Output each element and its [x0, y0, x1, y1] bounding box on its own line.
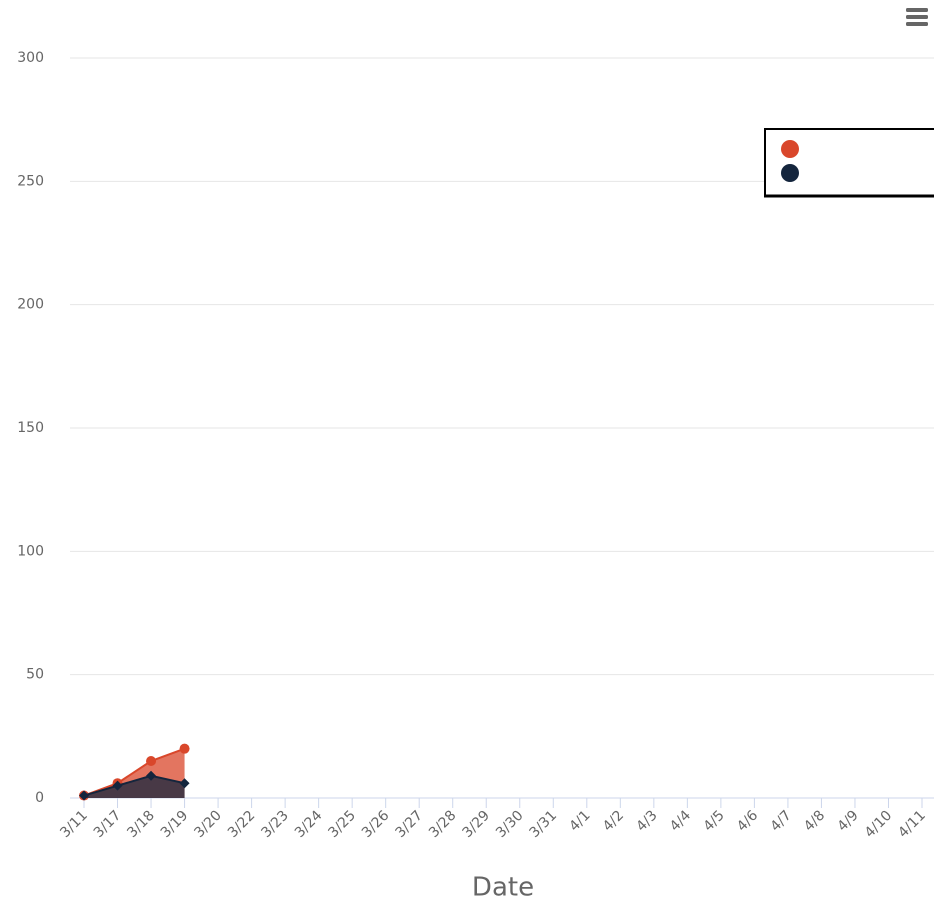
- x-tick-label: 4/3: [633, 808, 660, 835]
- y-tick-label: 300: [17, 50, 44, 66]
- menu-icon-bar: [906, 22, 928, 26]
- legend-symbol: [781, 140, 799, 158]
- legend-box: [764, 128, 934, 197]
- y-tick-label: 100: [17, 543, 44, 559]
- legend: [764, 128, 934, 198]
- y-tick-label: 200: [17, 297, 44, 313]
- x-tick-label: 4/4: [667, 807, 694, 834]
- menu-button[interactable]: [906, 8, 928, 26]
- x-tick-label: 4/6: [734, 807, 761, 834]
- x-tick-label: 3/18: [124, 808, 158, 842]
- x-tick-label: 3/24: [292, 807, 326, 841]
- series-line: [83, 747, 185, 797]
- x-tick-label: 3/30: [493, 808, 527, 842]
- point-marker: [146, 756, 157, 766]
- y-tick-label: 50: [26, 667, 44, 683]
- area-fill: [84, 775, 185, 798]
- x-tick-label: 3/31: [527, 808, 561, 842]
- x-tick-label: 3/11: [57, 808, 91, 842]
- x-tick-label: 4/1: [566, 808, 593, 835]
- x-axis-title: Date: [472, 873, 534, 903]
- point-marker: [179, 778, 190, 789]
- menu-icon-bar: [906, 8, 928, 12]
- point-marker: [179, 743, 190, 754]
- x-tick-label: 3/20: [191, 808, 225, 842]
- point-marker: [112, 780, 123, 791]
- x-tick-label: 4/9: [835, 808, 862, 835]
- x-tick-label: 4/7: [768, 808, 795, 835]
- x-tick-label: 3/26: [359, 807, 393, 841]
- y-tick-label: 250: [17, 173, 44, 189]
- point-marker: [79, 790, 89, 801]
- x-tick-label: 3/27: [392, 808, 426, 842]
- y-tick-label: 150: [17, 420, 44, 436]
- x-tick-label: 4/11: [895, 808, 929, 842]
- x-tick-label: 3/23: [258, 808, 292, 842]
- x-tick-label: 3/29: [460, 808, 494, 842]
- legend-symbol: [781, 164, 799, 182]
- series-line: [83, 774, 185, 797]
- point-marker: [146, 770, 157, 781]
- x-tick-label: 4/8: [801, 808, 828, 835]
- x-tick-label: 3/25: [325, 808, 359, 842]
- x-tick-label: 4/2: [600, 808, 627, 835]
- x-tick-label: 3/19: [158, 808, 192, 842]
- x-tick-label: 3/22: [225, 808, 259, 842]
- x-tick-label: 3/28: [426, 808, 460, 842]
- x-tick-label: 3/17: [91, 808, 125, 842]
- x-tick-label: 4/10: [862, 808, 896, 842]
- x-tick-label: 4/5: [700, 808, 727, 835]
- y-tick-label: 0: [35, 790, 44, 806]
- menu-icon-bar: [906, 15, 928, 19]
